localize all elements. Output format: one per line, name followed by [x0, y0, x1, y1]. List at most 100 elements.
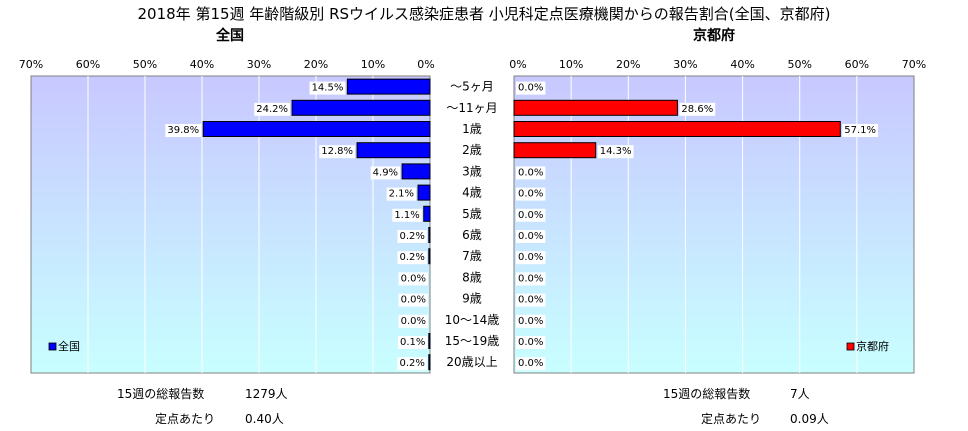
data-label-bg-kyoto [516, 336, 546, 349]
data-label-bg-kyoto [516, 187, 546, 201]
bar-national [417, 184, 431, 201]
data-label-bg-national [398, 272, 428, 286]
panel-title-kyoto: 京都府 [693, 27, 735, 44]
category-label: 8歳 [462, 270, 482, 284]
data-label-kyoto: 0.0% [518, 83, 543, 94]
data-label-national: 14.5% [312, 83, 344, 94]
footer-kyoto-total-value: 7人 [790, 387, 810, 401]
tick-label-kyoto: 20% [616, 58, 640, 71]
bar-national [423, 205, 431, 222]
panel-title-national: 全国 [215, 27, 244, 44]
data-label-bg-kyoto [516, 314, 546, 328]
data-label-kyoto: 0.0% [518, 210, 543, 221]
data-label-national: 0.1% [400, 337, 425, 348]
tick-label-kyoto: 30% [673, 58, 697, 71]
tick-label-national: 30% [247, 58, 271, 71]
tick-label-kyoto: 70% [902, 58, 926, 71]
data-label-kyoto: 0.0% [518, 189, 543, 200]
footer-national-per-value: 0.40人 [245, 412, 284, 426]
data-label-national: 1.1% [394, 210, 419, 221]
data-label-bg-kyoto [516, 251, 546, 265]
legend-label-national: 全国 [58, 339, 80, 353]
tick-label-kyoto: 60% [845, 58, 869, 71]
data-label-national: 0.2% [399, 358, 424, 369]
footer-kyoto-per-value: 0.09人 [790, 412, 829, 426]
category-labels: ～5ヶ月 ～11ヶ月 1歳 2歳 3歳 4歳 5歳 6歳 7歳 8歳 9歳 10～14歳 15～19歳 2… [445, 80, 500, 370]
tick-label-kyoto: 50% [787, 58, 811, 71]
data-label-kyoto: 0.0% [518, 358, 543, 369]
bar-national [202, 121, 431, 137]
data-label-bg-kyoto [597, 145, 634, 159]
data-label-bg-kyoto [516, 81, 546, 95]
tick-label-national: 70% [19, 58, 43, 71]
data-label-bg-national [398, 336, 428, 349]
data-label-national: 0.2% [399, 231, 424, 242]
data-label-national: 0.0% [401, 316, 426, 327]
tick-label-kyoto: 40% [730, 58, 754, 71]
data-label-bg-kyoto [516, 272, 546, 286]
tick-label-national: 10% [361, 58, 385, 71]
data-label-national: 24.2% [256, 104, 288, 115]
bar-national [428, 248, 431, 265]
data-label-kyoto: 57.1% [844, 125, 876, 136]
bar-kyoto [513, 121, 841, 137]
data-label-kyoto: 0.0% [518, 252, 543, 263]
data-label-national: 0.0% [401, 295, 426, 306]
data-label-kyoto: 0.0% [518, 167, 543, 178]
data-label-bg-kyoto [516, 208, 546, 222]
data-label-bg-national [397, 251, 427, 265]
footer-national-total-label: 15週の総報告数 [117, 386, 204, 401]
bars [202, 78, 841, 371]
tick-label-national: 50% [133, 58, 157, 71]
data-label-bg-national [397, 357, 427, 371]
footer-kyoto-total-label: 15週の総報告数 [663, 386, 750, 401]
category-label: 15～19歳 [445, 334, 500, 348]
data-label-kyoto: 0.0% [518, 337, 543, 348]
data-label-bg-kyoto [516, 293, 546, 307]
bar-national [428, 333, 431, 349]
data-label-bg-kyoto [842, 124, 879, 137]
bar-national [291, 99, 431, 116]
footer-national-total-value: 1279人 [245, 387, 288, 401]
data-label-kyoto: 0.0% [518, 231, 543, 242]
tick-label-kyoto: 0% [509, 58, 526, 71]
data-label-bg-kyoto [516, 357, 546, 371]
tick-label-kyoto: 10% [559, 58, 583, 71]
data-label-bg-national [397, 230, 427, 243]
data-label-bg-national [392, 208, 422, 222]
data-label-kyoto: 0.0% [518, 316, 543, 327]
category-label: 5歳 [462, 207, 482, 221]
tick-label-national: 20% [304, 58, 328, 71]
legend-kyoto: 京都府 [846, 339, 889, 353]
category-label: ～5ヶ月 [450, 80, 494, 94]
legend-swatch-national [48, 342, 57, 351]
data-label-kyoto: 0.0% [518, 273, 543, 284]
data-label-bg-kyoto [679, 102, 716, 116]
tick-label-national: 60% [76, 58, 100, 71]
category-label: 3歳 [462, 164, 482, 178]
data-label-bg-national [398, 293, 428, 307]
bar-kyoto [513, 142, 597, 159]
data-label-national: 2.1% [389, 189, 414, 200]
category-label: 1歳 [462, 122, 482, 136]
bar-national [356, 142, 431, 159]
footer-kyoto-per-label: 定点あたり [701, 411, 761, 426]
data-label-national: 12.8% [321, 146, 353, 157]
data-label-national: 0.2% [399, 252, 424, 263]
data-label-national: 0.0% [401, 273, 426, 284]
data-label-bg-national [165, 124, 202, 137]
plot-area-kyoto [513, 75, 915, 374]
legend-national: 全国 [48, 339, 80, 353]
bar-national [428, 354, 431, 371]
data-label-kyoto: 0.0% [518, 295, 543, 306]
legend-label-kyoto: 京都府 [856, 339, 889, 353]
data-label-kyoto: 28.6% [681, 104, 713, 115]
bar-national [428, 227, 431, 243]
tick-label-national: 0% [417, 58, 434, 71]
category-label: 20歳以上 [446, 355, 497, 369]
data-label-bg-kyoto [516, 230, 546, 243]
data-label-bg-national [309, 81, 346, 95]
data-label-bg-national [254, 102, 291, 116]
data-label-bg-national [319, 145, 356, 159]
